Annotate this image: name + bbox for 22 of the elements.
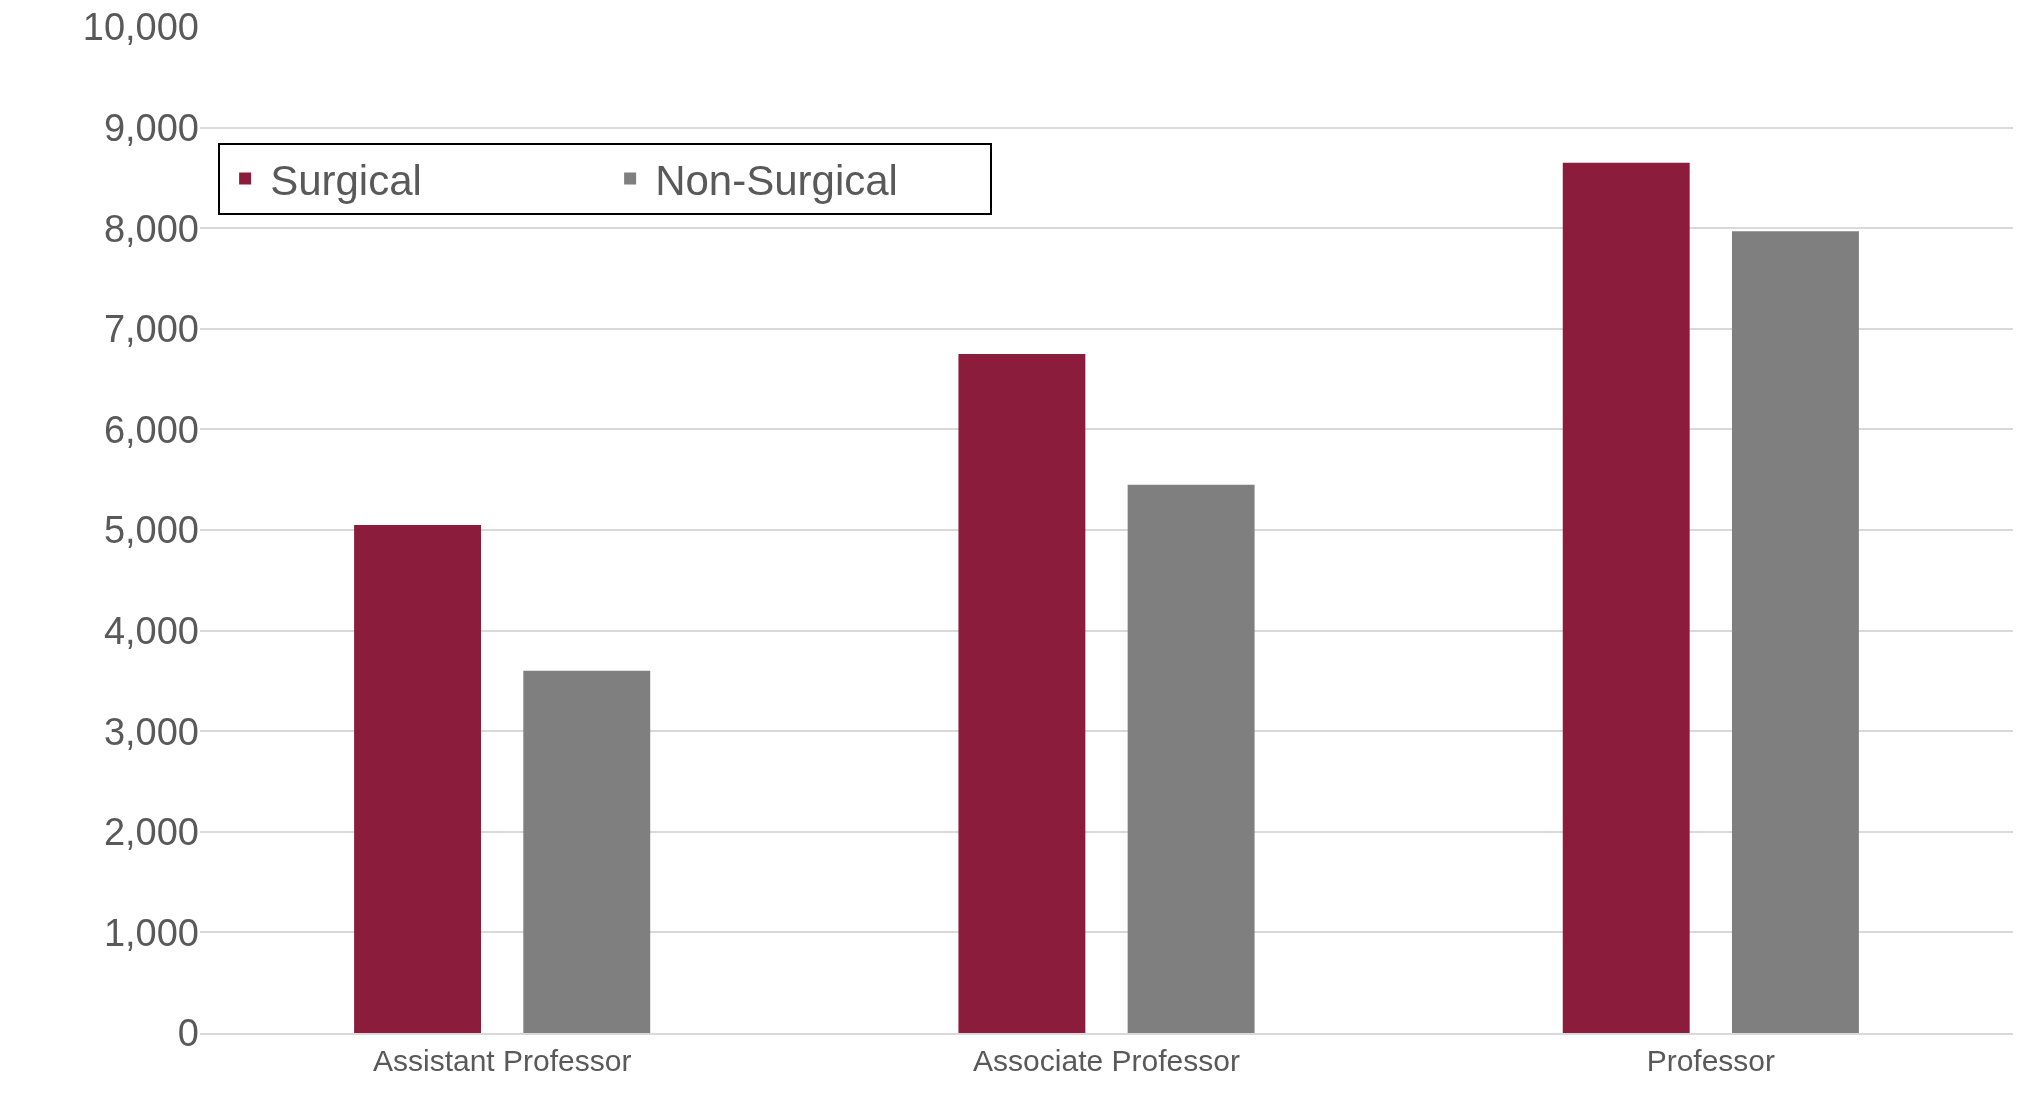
bar	[958, 353, 1086, 1033]
y-tick-label: 7,000	[103, 308, 199, 351]
x-tick-label: Associate Professor	[973, 1044, 1240, 1077]
y-tick-label: 10,000	[82, 6, 199, 49]
x-tick-label: Professor	[1646, 1044, 1776, 1077]
y-tick-label: 5,000	[103, 509, 199, 552]
legend-label: Surgical	[270, 156, 422, 204]
y-tick-label: 6,000	[103, 408, 199, 451]
bar	[354, 524, 482, 1033]
bar	[1562, 162, 1690, 1033]
y-tick-label: 3,000	[103, 710, 199, 753]
x-tick-label: Assistant Professor	[372, 1044, 632, 1077]
y-tick-label: 0	[177, 1012, 199, 1055]
y-tick-label: 4,000	[103, 609, 199, 652]
y-tick-label: 1,000	[103, 911, 199, 954]
bar	[1731, 231, 1859, 1033]
bar	[1127, 484, 1255, 1033]
bar	[523, 670, 651, 1033]
legend-label: Non-Surgical	[655, 156, 898, 204]
y-tick-label: 9,000	[103, 106, 199, 149]
y-tick-label: 2,000	[103, 811, 199, 854]
y-tick-label: 8,000	[103, 207, 199, 250]
